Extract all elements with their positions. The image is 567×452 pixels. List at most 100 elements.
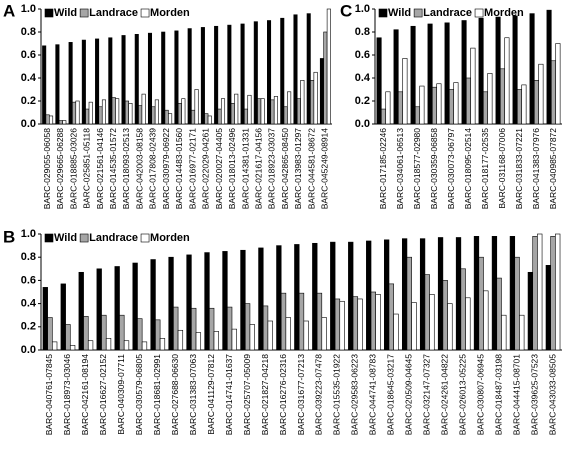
y-tick-label: 0.6: [355, 49, 370, 61]
bar: [285, 317, 291, 351]
bar: [209, 307, 215, 351]
bar: [195, 332, 202, 351]
x-tick-label: BARC-016627-02152: [98, 354, 108, 436]
bar: [58, 120, 63, 125]
legend-label: Morden: [484, 7, 524, 19]
bar: [385, 91, 391, 125]
x-tick-label: BARC-044581-08672: [306, 128, 316, 210]
bar: [538, 63, 544, 125]
bar: [411, 302, 417, 351]
bar: [214, 25, 219, 125]
bar: [550, 236, 556, 351]
x-tick-label: BARC-031677-07213: [296, 354, 306, 436]
bar: [348, 241, 354, 351]
x-tick-label: BARC-017185-02246: [378, 128, 388, 210]
bar: [296, 98, 301, 125]
legend-label: Landrace: [423, 7, 472, 19]
x-tick-label: BARC-043033-08505: [547, 354, 557, 436]
legend-label: Wild: [54, 7, 77, 19]
bar: [78, 271, 84, 351]
panel-label: A: [3, 1, 15, 20]
x-tick-label: BARC-020509-04645: [404, 354, 414, 436]
legend-label: Landrace: [89, 232, 138, 244]
bar: [227, 24, 232, 125]
bar: [270, 99, 275, 125]
bar: [141, 93, 146, 125]
bar: [240, 23, 245, 125]
bar: [410, 25, 416, 125]
x-tick-label: BARC-044741-08783: [368, 354, 378, 436]
bar: [388, 283, 394, 351]
bar: [280, 17, 285, 125]
bar: [537, 233, 543, 351]
bar: [134, 33, 139, 125]
y-tick-label: 0.4: [21, 72, 37, 84]
bar: [453, 82, 459, 125]
x-tick-label: BARC-018487-03198: [493, 354, 503, 436]
bar: [47, 317, 53, 351]
bar: [168, 256, 174, 351]
y-tick-label: 0.0: [21, 344, 36, 356]
bar: [204, 252, 210, 351]
bar: [85, 108, 90, 125]
bar: [461, 20, 467, 125]
bar: [88, 101, 93, 125]
x-tick-label: BARC-040761-07845: [44, 354, 54, 436]
x-tick-label: BARC-041383-07976: [531, 128, 541, 210]
bar: [406, 256, 412, 351]
bar: [72, 101, 77, 125]
bar: [330, 241, 336, 351]
y-tick-label: 0.0: [21, 118, 36, 130]
bar: [204, 113, 209, 125]
bar: [115, 98, 120, 125]
x-tick-label: BARC-040309-07711: [116, 354, 126, 435]
bar: [108, 37, 113, 125]
bar: [258, 247, 264, 351]
legend-label: Morden: [150, 232, 190, 244]
bar: [366, 240, 372, 351]
bar: [352, 296, 359, 351]
bar: [240, 249, 246, 351]
y-tick-label: 0.2: [21, 321, 36, 333]
x-tick-label: BARC-018093-02513: [121, 128, 131, 210]
bar: [95, 38, 100, 125]
bar: [230, 103, 235, 125]
bar: [83, 316, 89, 351]
legend-swatch: [44, 233, 54, 243]
bar: [424, 274, 430, 351]
bar: [310, 80, 315, 125]
bar: [334, 298, 341, 351]
bar: [313, 71, 318, 125]
bar: [267, 320, 273, 351]
bar: [147, 32, 153, 125]
panel-label: C: [340, 1, 352, 20]
bar: [62, 120, 67, 125]
x-tick-label: BARC-030359-06858: [429, 128, 439, 210]
y-tick-label: 1.0: [21, 228, 36, 240]
bar: [298, 292, 305, 351]
bar: [501, 314, 507, 351]
bar: [101, 99, 106, 125]
bar: [52, 341, 58, 351]
x-tick-label: BARC-029583-06223: [350, 354, 360, 436]
bar: [121, 35, 126, 125]
x-tick-label: BARC-039625-07523: [529, 354, 539, 436]
bar: [519, 314, 525, 351]
x-tick-label: BARC-015535-01922: [332, 354, 342, 436]
x-tick-label: BARC-044415-08701: [511, 354, 521, 436]
bar: [181, 98, 186, 125]
y-tick-label: 0.6: [21, 274, 36, 286]
x-tick-label: BARC-026013-05225: [457, 354, 467, 436]
bar: [550, 60, 557, 125]
bar: [478, 256, 484, 351]
bar: [177, 329, 184, 351]
bar: [393, 29, 399, 125]
y-tick-label: 1.0: [355, 3, 370, 15]
bar: [419, 238, 426, 351]
bar: [414, 106, 421, 125]
bar: [555, 233, 561, 351]
x-tick-label: BARC-014483-01560: [174, 128, 184, 210]
x-tick-label: BARC-014741-01637: [224, 354, 234, 436]
bar: [516, 89, 523, 125]
bar: [419, 85, 425, 125]
